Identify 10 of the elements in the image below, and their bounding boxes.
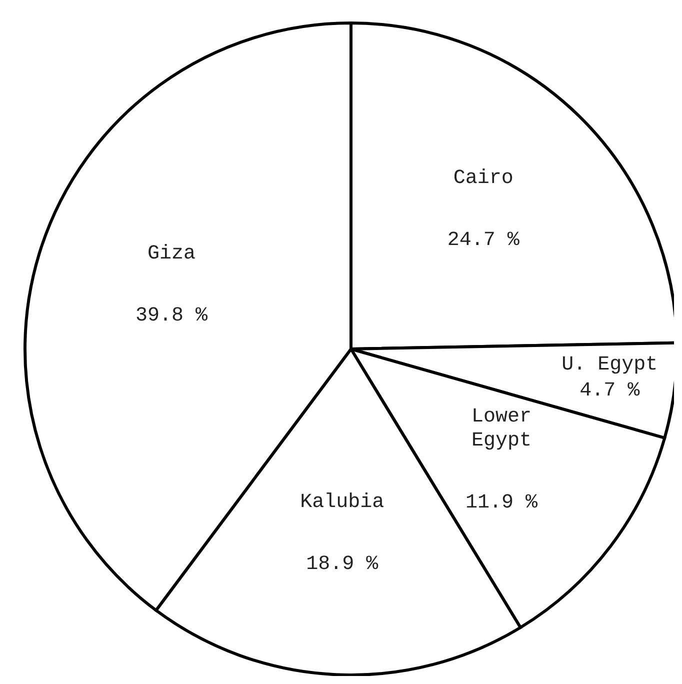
slice-label: Cairo [453,167,514,190]
slice-label: Kalubia [300,490,384,514]
data-label: 4.7 % [580,380,641,402]
data-label: 11.9 % [465,491,538,514]
data-label: 24.7 % [447,229,520,252]
slice-label: Giza [148,242,196,266]
slice-label: U. Egypt [562,354,658,376]
slice-label: Lower Egypt [471,405,532,452]
data-label: 18.9 % [306,552,380,576]
data-label: 39.8 % [136,304,209,328]
